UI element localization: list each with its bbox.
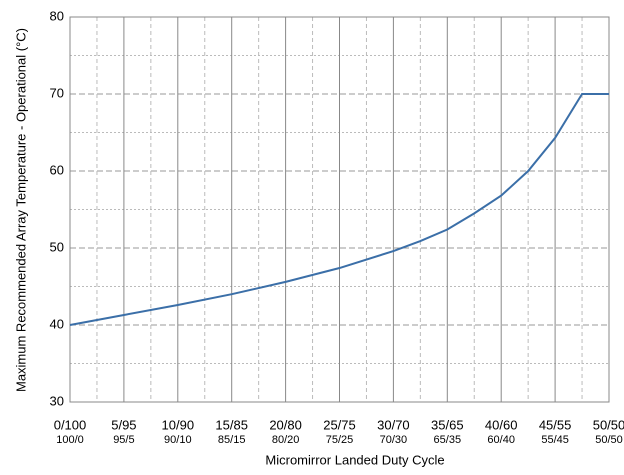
x-tick-sublabel: 90/10 <box>164 434 192 446</box>
x-tick-sublabel: 55/45 <box>541 434 569 446</box>
plot-frame <box>69 16 610 403</box>
x-tick-label: 10/90 <box>162 417 195 432</box>
y-tick-label: 70 <box>50 85 64 100</box>
x-tick-label: 40/60 <box>485 417 518 432</box>
y-axis-title: Maximum Recommended Array Temperature - … <box>13 28 28 392</box>
x-tick-label: 15/85 <box>215 417 248 432</box>
x-tick-label: 25/75 <box>323 417 356 432</box>
data-line <box>69 93 609 326</box>
x-tick-sublabel: 60/40 <box>487 434 515 446</box>
y-tick-label: 40 <box>50 316 64 331</box>
x-tick-label: 30/70 <box>377 417 410 432</box>
x-tick-sublabel: 65/35 <box>434 434 462 446</box>
x-tick-label: 35/65 <box>431 417 464 432</box>
y-tick-label: 50 <box>50 239 64 254</box>
x-tick-label: 20/80 <box>269 417 302 432</box>
x-tick-sublabel: 75/25 <box>326 434 354 446</box>
x-tick-sublabel: 95/5 <box>113 434 134 446</box>
y-tick-label: 80 <box>50 8 64 23</box>
x-tick-label: 50/50 <box>593 417 624 432</box>
x-tick-sublabel: 80/20 <box>272 434 300 446</box>
x-tick-label: 0/100 <box>54 417 87 432</box>
x-tick-sublabel: 85/15 <box>218 434 246 446</box>
x-tick-label: 45/55 <box>539 417 572 432</box>
y-tick-label: 60 <box>50 162 64 177</box>
x-axis-title: Micromirror Landed Duty Cycle <box>265 452 444 467</box>
x-tick-sublabel: 70/30 <box>380 434 408 446</box>
x-tick-sublabel: 100/0 <box>56 434 84 446</box>
x-tick-sublabel: 50/50 <box>595 434 623 446</box>
x-tick-label: 5/95 <box>111 417 136 432</box>
y-tick-label: 30 <box>50 393 64 408</box>
